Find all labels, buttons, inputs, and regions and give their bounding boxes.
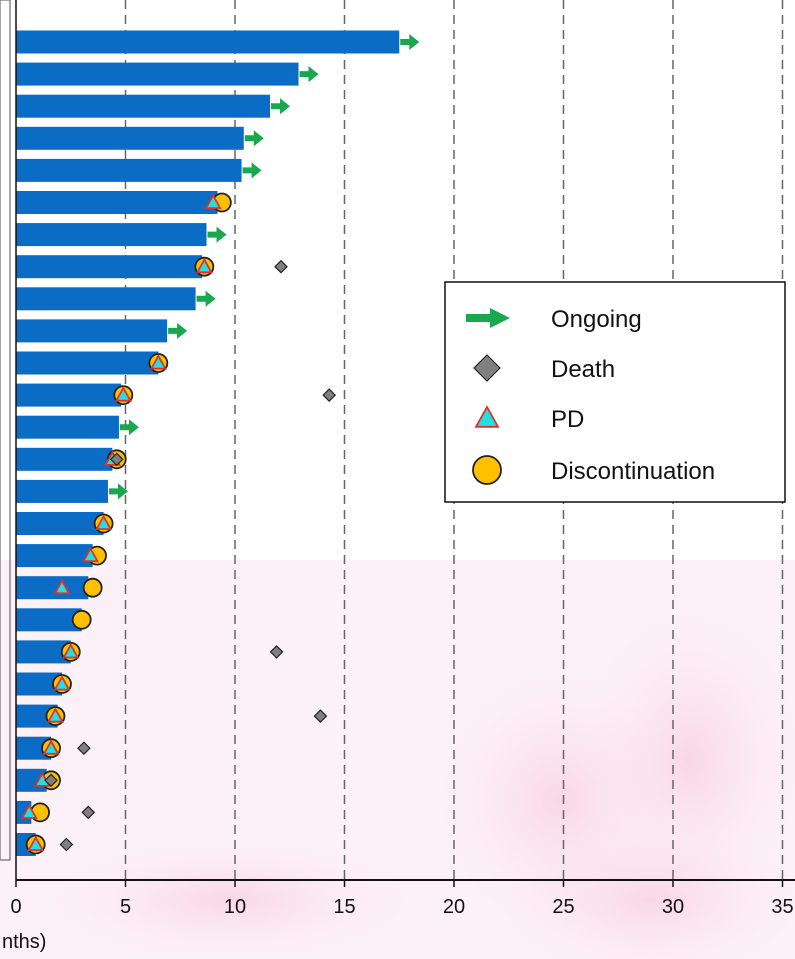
x-tick-label: 10 xyxy=(224,896,246,918)
patient-bar xyxy=(16,383,122,407)
patient-bar xyxy=(16,672,62,696)
patient-bar xyxy=(16,30,400,54)
x-tick-label: 30 xyxy=(662,896,684,918)
patient-bar xyxy=(16,576,89,600)
ongoing-marker xyxy=(244,130,264,147)
legend-label-pd: PD xyxy=(551,406,584,433)
patient-bar xyxy=(16,704,58,728)
ongoing-marker xyxy=(168,322,188,339)
death-marker xyxy=(81,805,96,820)
pd-marker xyxy=(149,354,167,370)
patient-bar xyxy=(16,319,168,343)
pd-marker xyxy=(95,514,113,530)
patient-bar xyxy=(16,255,203,279)
ongoing-marker xyxy=(119,419,139,436)
patient-bar xyxy=(16,223,207,247)
legend-label-death: Death xyxy=(551,356,615,383)
ongoing-marker xyxy=(242,162,262,179)
pd-marker xyxy=(53,675,71,691)
patient-bar xyxy=(16,447,113,471)
x-axis-ticks: 0 5 10 15 20 25 30 35 xyxy=(10,880,794,918)
patient-bar xyxy=(16,126,244,150)
patient-bar xyxy=(16,479,108,503)
death-marker xyxy=(77,741,91,756)
death-marker xyxy=(274,259,288,274)
legend-arrow-icon xyxy=(466,308,510,328)
death-marker xyxy=(269,645,284,659)
patient-bar xyxy=(16,94,271,118)
left-panel-edge xyxy=(0,0,11,861)
x-tick-label: 15 xyxy=(333,896,355,918)
pd-marker xyxy=(204,193,222,209)
x-tick-label: 0 xyxy=(10,896,21,918)
death-marker xyxy=(59,837,74,852)
pd-marker xyxy=(81,546,99,563)
ongoing-marker xyxy=(207,226,227,243)
ongoing-marker xyxy=(108,483,128,500)
patient-bar xyxy=(16,608,82,632)
patient-bar xyxy=(16,544,93,568)
death-marker xyxy=(322,388,337,402)
pd-marker xyxy=(195,257,213,274)
ongoing-marker xyxy=(196,290,216,307)
legend-label-ongoing: Ongoing xyxy=(551,306,642,333)
legend-triangle-icon xyxy=(474,405,500,428)
pd-marker xyxy=(42,739,60,755)
legend-diamond-icon xyxy=(473,354,501,382)
pd-marker xyxy=(62,643,80,659)
x-tick-label: 35 xyxy=(771,896,793,918)
pd-marker xyxy=(27,835,45,851)
markers-group xyxy=(20,34,420,855)
legend: Ongoing Death PD Discontinuation xyxy=(444,281,786,503)
pd-marker xyxy=(53,578,71,595)
patient-bar xyxy=(16,512,104,535)
patient-bar xyxy=(16,158,242,182)
x-tick-label: 5 xyxy=(120,896,131,918)
legend-label-disc: Discontinuation xyxy=(551,458,715,485)
ongoing-marker xyxy=(299,66,319,83)
patient-bar xyxy=(16,62,299,86)
pd-marker xyxy=(114,386,132,402)
x-tick-label: 25 xyxy=(552,896,574,918)
pd-marker xyxy=(46,707,64,723)
bars-group xyxy=(16,30,400,856)
death-marker xyxy=(313,709,328,723)
patient-bar xyxy=(16,640,71,664)
patient-bar xyxy=(16,415,119,439)
discontinuation-marker xyxy=(82,577,103,598)
patient-bar xyxy=(16,287,196,311)
discontinuation-marker xyxy=(71,609,92,630)
patient-bar xyxy=(16,736,52,760)
death-marker xyxy=(109,452,124,467)
pd-marker xyxy=(20,803,38,819)
patient-bar xyxy=(16,191,218,214)
patient-bar xyxy=(16,351,159,375)
legend-circle-icon xyxy=(472,455,502,485)
ongoing-marker xyxy=(271,98,291,115)
ongoing-marker xyxy=(400,34,420,50)
death-marker xyxy=(44,773,58,788)
x-tick-label: 20 xyxy=(443,896,465,918)
x-axis-label: nths) xyxy=(2,931,46,953)
